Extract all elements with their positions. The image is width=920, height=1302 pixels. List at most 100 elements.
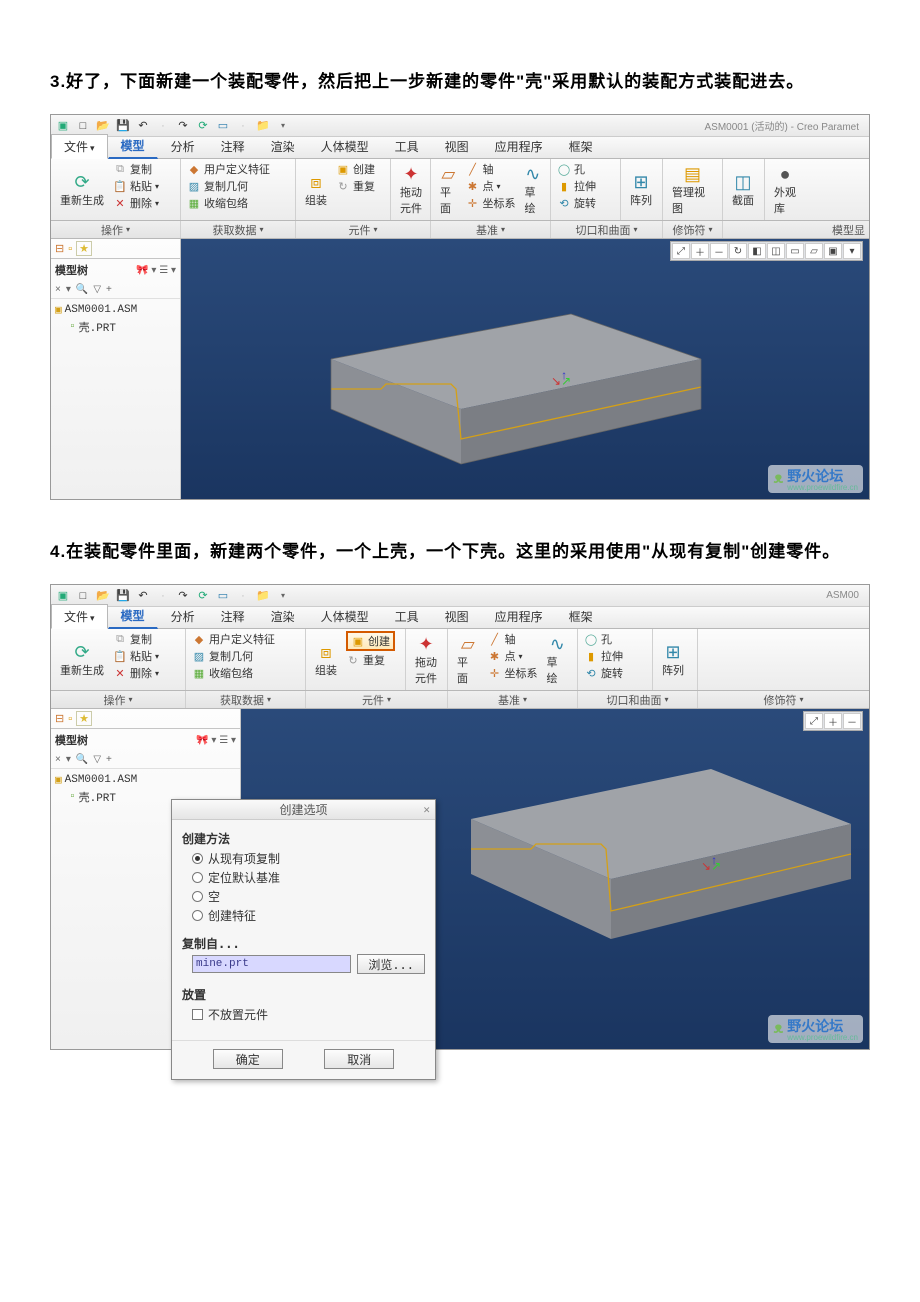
- tab-tools[interactable]: 工具: [382, 604, 432, 628]
- tab-analysis[interactable]: 分析: [158, 134, 208, 158]
- undo-icon[interactable]: ↶: [135, 588, 151, 604]
- save-icon[interactable]: 💾: [115, 588, 131, 604]
- tab-annotate[interactable]: 注释: [208, 604, 258, 628]
- close-icon[interactable]: 📁: [255, 118, 271, 134]
- ok-button[interactable]: 确定: [213, 1049, 283, 1069]
- tree-asm-node[interactable]: ▣ASM0001.ASM: [55, 302, 176, 318]
- qat-dd-icon[interactable]: ▾: [275, 588, 291, 604]
- cancel-button[interactable]: 取消: [324, 1049, 394, 1069]
- delete-button[interactable]: ✕删除▾: [113, 665, 159, 681]
- revolve-button[interactable]: ⟲旋转: [557, 195, 596, 211]
- fav-tab-icon[interactable]: ★: [76, 711, 92, 726]
- tab-apps[interactable]: 应用程序: [482, 134, 556, 158]
- copy-button[interactable]: ⧉复制: [113, 631, 159, 647]
- repaint-icon[interactable]: ↻: [729, 243, 747, 259]
- plane-button[interactable]: ▱平面: [437, 161, 460, 220]
- hole-button[interactable]: ◯孔: [557, 161, 596, 177]
- viewport[interactable]: ⤢ ＋ － ↻ ◧ ◫ ▭ ▱ ▣ ▾: [181, 239, 869, 499]
- tab-frame[interactable]: 框架: [556, 134, 606, 158]
- regen-button[interactable]: ⟳重新生成: [57, 631, 107, 690]
- copy-from-input[interactable]: mine.prt: [192, 955, 351, 973]
- redo-icon[interactable]: ↷: [175, 118, 191, 134]
- paste-button[interactable]: 📋粘贴▾: [113, 178, 159, 194]
- tab-render[interactable]: 渲染: [258, 134, 308, 158]
- shade-icon[interactable]: ◧: [748, 243, 766, 259]
- tree-toolbar[interactable]: ×▾🔍▽+: [51, 281, 180, 299]
- axis-button[interactable]: ╱轴: [488, 631, 538, 647]
- repeat-button[interactable]: ↻重复: [346, 652, 395, 668]
- sketch-button[interactable]: ∿草绘: [544, 631, 572, 690]
- zoomin-icon[interactable]: ＋: [824, 713, 842, 729]
- tab-view[interactable]: 视图: [432, 134, 482, 158]
- manageview-button[interactable]: ▤管理视图: [669, 161, 716, 220]
- create-button-highlighted[interactable]: ▣创建: [346, 631, 395, 651]
- plane-button[interactable]: ▱平面: [454, 631, 482, 690]
- windows-icon[interactable]: ▭: [215, 588, 231, 604]
- tree-tab-icon[interactable]: ⊟: [55, 712, 64, 725]
- extrude-button[interactable]: ▮拉伸: [557, 178, 596, 194]
- refit-icon[interactable]: ⤢: [672, 243, 690, 259]
- zoomout-icon[interactable]: －: [710, 243, 728, 259]
- axis-button[interactable]: ╱轴: [466, 161, 516, 177]
- fav-tab-icon[interactable]: ★: [76, 241, 92, 256]
- csys-button[interactable]: ✛坐标系: [466, 195, 516, 211]
- point-button[interactable]: ✱点▾: [466, 178, 516, 194]
- view-dd-icon[interactable]: ▾: [843, 243, 861, 259]
- refit-icon[interactable]: ⤢: [805, 713, 823, 729]
- assemble-button[interactable]: ⧈组装: [312, 631, 340, 690]
- drag-button[interactable]: ✦拖动 元件: [397, 161, 425, 220]
- sketch-button[interactable]: ∿草绘: [522, 161, 545, 220]
- chk-noplace[interactable]: 不放置元件: [182, 1005, 425, 1024]
- opt-empty[interactable]: 空: [182, 887, 425, 906]
- pattern-button[interactable]: ⊞阵列: [659, 631, 687, 690]
- viewport-toolbar[interactable]: ⤢ ＋ －: [803, 711, 863, 731]
- tab-manikin[interactable]: 人体模型: [308, 134, 382, 158]
- regen-button[interactable]: ⟳重新生成: [57, 161, 107, 220]
- create-button[interactable]: ▣创建: [336, 161, 375, 177]
- tab-file[interactable]: 文件▾: [51, 134, 108, 159]
- tree-tab-icon[interactable]: ⊟: [55, 242, 64, 255]
- delete-button[interactable]: ✕删除▾: [113, 195, 159, 211]
- undo-icon[interactable]: ↶: [135, 118, 151, 134]
- tab-model[interactable]: 模型: [108, 133, 158, 159]
- shrinkwrap-button[interactable]: ▦收缩包络: [187, 195, 270, 211]
- viewport-toolbar[interactable]: ⤢ ＋ － ↻ ◧ ◫ ▭ ▱ ▣ ▾: [670, 241, 863, 261]
- qat-dd-icon[interactable]: ▾: [275, 118, 291, 134]
- revolve-button[interactable]: ⟲旋转: [584, 665, 623, 681]
- folder-tab-icon[interactable]: ▫: [68, 243, 72, 255]
- hidden-icon[interactable]: ◫: [767, 243, 785, 259]
- tab-apps[interactable]: 应用程序: [482, 604, 556, 628]
- udf-button[interactable]: ◆用户定义特征: [192, 631, 275, 647]
- tab-tools[interactable]: 工具: [382, 134, 432, 158]
- zoomin-icon[interactable]: ＋: [691, 243, 709, 259]
- appearance-button[interactable]: ●外观 库: [771, 161, 799, 220]
- shrinkwrap-button[interactable]: ▦收缩包络: [192, 665, 275, 681]
- tab-view[interactable]: 视图: [432, 604, 482, 628]
- zoomout-icon[interactable]: －: [843, 713, 861, 729]
- csys-button[interactable]: ✛坐标系: [488, 665, 538, 681]
- section-button[interactable]: ◫截面: [729, 161, 757, 220]
- close-icon[interactable]: 📁: [255, 588, 271, 604]
- redo-icon[interactable]: ↷: [175, 588, 191, 604]
- tab-manikin[interactable]: 人体模型: [308, 604, 382, 628]
- windows-icon[interactable]: ▭: [215, 118, 231, 134]
- regen-icon[interactable]: ⟳: [195, 588, 211, 604]
- tab-frame[interactable]: 框架: [556, 604, 606, 628]
- tab-model[interactable]: 模型: [108, 603, 158, 629]
- hole-button[interactable]: ◯孔: [584, 631, 623, 647]
- regen-icon[interactable]: ⟳: [195, 118, 211, 134]
- drag-button[interactable]: ✦拖动 元件: [412, 631, 440, 690]
- open-icon[interactable]: 📂: [95, 588, 111, 604]
- pattern-button[interactable]: ⊞阵列: [627, 161, 655, 220]
- folder-tab-icon[interactable]: ▫: [68, 713, 72, 725]
- paste-button[interactable]: 📋粘贴▾: [113, 648, 159, 664]
- nohidden-icon[interactable]: ▭: [786, 243, 804, 259]
- tab-annotate[interactable]: 注释: [208, 134, 258, 158]
- style-dd-icon[interactable]: ▣: [824, 243, 842, 259]
- tree-tools[interactable]: 🎀 ▾ ☰ ▾: [196, 735, 236, 746]
- dialog-titlebar[interactable]: 创建选项 ✕: [172, 800, 435, 820]
- save-icon[interactable]: 💾: [115, 118, 131, 134]
- browse-button[interactable]: 浏览...: [357, 954, 425, 974]
- tab-file[interactable]: 文件▾: [51, 604, 108, 629]
- copy-button[interactable]: ⧉复制: [113, 161, 159, 177]
